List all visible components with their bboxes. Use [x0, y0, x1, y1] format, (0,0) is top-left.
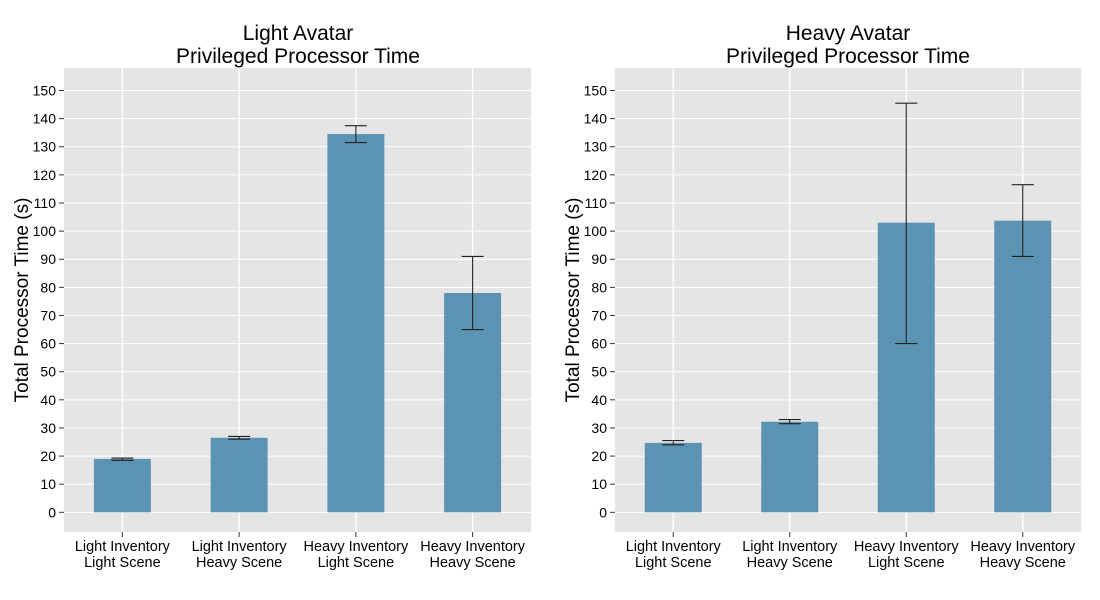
y-tick-label: 100: [33, 223, 57, 239]
chart-title-line-1: Light Avatar: [243, 22, 354, 45]
y-tick-label: 10: [40, 476, 56, 492]
y-tick-label: 90: [40, 251, 56, 267]
error-bar: [778, 418, 801, 425]
chart-title-line-1: Heavy Avatar: [786, 22, 911, 45]
y-tick-label: 60: [40, 336, 56, 352]
y-tick-label: 30: [591, 420, 607, 436]
y-tick-label: 80: [40, 279, 56, 295]
x-tick-label: Heavy Inventory: [854, 539, 960, 555]
error-bar: [1011, 184, 1034, 257]
y-tick-label: 100: [584, 223, 608, 239]
x-tick-label: Light Scene: [635, 555, 712, 571]
error-bar: [228, 435, 251, 440]
x-tick-label: Light Scene: [84, 555, 161, 571]
y-tick-label: 140: [584, 111, 608, 127]
y-tick-label: 70: [591, 307, 607, 323]
x-tick-label: Heavy Scene: [747, 555, 833, 571]
y-tick-label: 0: [599, 504, 607, 520]
y-tick-label: 140: [33, 111, 57, 127]
chart-title-line-2: Privileged Processor Time: [726, 45, 970, 68]
y-tick-label: 50: [40, 364, 56, 380]
y-tick-label: 110: [34, 195, 57, 211]
y-tick-label: 110: [585, 195, 608, 211]
x-tick-label: Heavy Inventory: [420, 539, 526, 555]
y-tick-label: 20: [40, 448, 56, 464]
y-tick-label: 40: [40, 392, 56, 408]
y-tick-label: 120: [33, 167, 57, 183]
error-bar: [111, 457, 134, 461]
y-tick-label: 30: [40, 420, 56, 436]
y-tick-label: 130: [33, 139, 57, 155]
chart-title-line-2: Privileged Processor Time: [176, 45, 420, 68]
bar: [93, 458, 151, 513]
y-tick-label: 120: [584, 167, 608, 183]
y-tick-label: 0: [48, 504, 56, 520]
bar: [210, 437, 268, 513]
y-tick-label: 150: [584, 82, 608, 98]
x-tick-label: Heavy Inventory: [970, 539, 1076, 555]
y-tick-label: 70: [40, 307, 56, 323]
y-tick-label: 150: [33, 82, 57, 98]
bar: [327, 134, 385, 513]
error-bar: [344, 125, 367, 144]
error-bar: [461, 255, 484, 331]
error-bar: [662, 440, 685, 446]
x-tick-label: Light Scene: [868, 555, 945, 571]
bar: [644, 442, 702, 513]
y-tick-label: 10: [591, 476, 607, 492]
x-tick-label: Light Inventory: [742, 539, 838, 555]
bar: [761, 421, 819, 513]
y-tick-label: 40: [591, 392, 607, 408]
bar: [994, 220, 1052, 513]
x-tick-label: Heavy Inventory: [303, 539, 409, 555]
x-tick-label: Light Inventory: [626, 539, 722, 555]
y-tick-label: 50: [591, 364, 607, 380]
y-axis-label: Total Processor Time (s): [563, 198, 584, 403]
x-tick-label: Light Inventory: [192, 539, 288, 555]
y-axis-label: Total Processor Time (s): [12, 198, 33, 403]
x-tick-label: Light Inventory: [75, 539, 171, 555]
y-tick-label: 20: [591, 448, 607, 464]
x-tick-label: Heavy Scene: [980, 555, 1066, 571]
x-tick-label: Heavy Scene: [430, 555, 516, 571]
x-tick-label: Heavy Scene: [196, 555, 282, 571]
y-tick-label: 90: [591, 251, 607, 267]
y-tick-label: 60: [591, 336, 607, 352]
y-tick-label: 80: [591, 279, 607, 295]
x-tick-label: Light Scene: [318, 555, 395, 571]
error-bar: [895, 102, 918, 345]
y-tick-label: 130: [584, 139, 608, 155]
